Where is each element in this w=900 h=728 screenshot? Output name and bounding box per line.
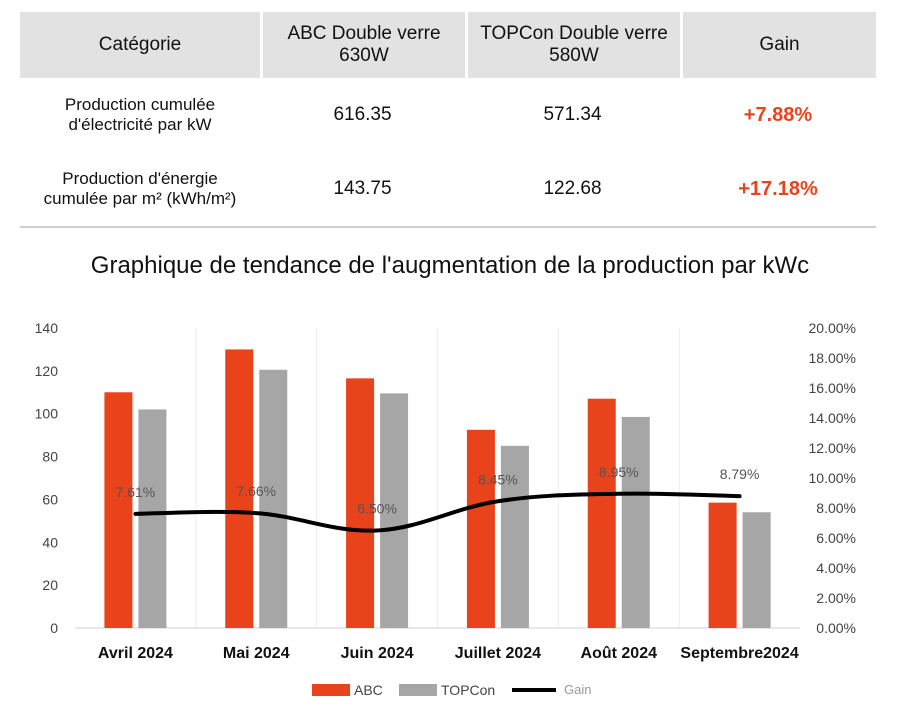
table-header-row: Catégorie ABC Double verre 630W TOPCon D… bbox=[20, 12, 876, 78]
header-topcon: TOPCon Double verre 580W bbox=[465, 12, 680, 78]
header-gain: Gain bbox=[680, 12, 876, 78]
y-right-tick-label: 6.00% bbox=[816, 530, 856, 546]
y-right-tick-label: 12.00% bbox=[809, 440, 856, 456]
x-tick-label: Mai 2024 bbox=[223, 645, 290, 662]
abc-value: 143.75 bbox=[260, 152, 465, 228]
y-left-tick-label: 120 bbox=[35, 363, 59, 379]
header-abc: ABC Double verre 630W bbox=[260, 12, 465, 78]
x-tick-label: Avril 2024 bbox=[98, 645, 173, 662]
bar-abc bbox=[104, 392, 133, 628]
bar-topcon bbox=[500, 445, 529, 628]
y-left-tick-label: 100 bbox=[35, 406, 59, 422]
legend-swatch-abc bbox=[312, 684, 350, 696]
bar-topcon bbox=[742, 512, 771, 628]
row-label-line: cumulée par m² (kWh/m²) bbox=[43, 189, 237, 208]
row-label: Production cumulée d'électricité par kW bbox=[20, 78, 260, 152]
gain-data-label: 8.79% bbox=[720, 466, 760, 482]
bar-abc bbox=[225, 349, 254, 628]
y-right-tick-label: 16.00% bbox=[809, 380, 856, 396]
y-right-tick-label: 18.00% bbox=[809, 350, 856, 366]
bar-abc bbox=[466, 429, 495, 628]
x-tick-label: Juillet 2024 bbox=[455, 645, 541, 662]
bar-topcon bbox=[380, 393, 409, 628]
y-right-tick-label: 14.00% bbox=[809, 410, 856, 426]
row-label-line: d'électricité par kW bbox=[68, 115, 212, 134]
abc-value: 616.35 bbox=[333, 104, 392, 125]
bar-abc bbox=[587, 398, 616, 628]
legend-label-topcon: TOPCon bbox=[441, 682, 495, 698]
legend-label-gain: Gain bbox=[564, 682, 591, 697]
x-tick-label: Juin 2024 bbox=[341, 645, 414, 662]
y-right-tick-label: 8.00% bbox=[816, 500, 856, 516]
topcon-value: 122.68 bbox=[465, 152, 680, 228]
y-left-tick-label: 80 bbox=[42, 449, 58, 465]
y-right-tick-label: 20.00% bbox=[809, 320, 856, 336]
chart-title: Graphique de tendance de l'augmentation … bbox=[90, 252, 810, 279]
row-label-line: Production d'énergie bbox=[62, 169, 218, 188]
row-label-line: Production cumulée bbox=[64, 95, 216, 114]
bar-topcon bbox=[259, 369, 288, 628]
gain-data-label: 7.66% bbox=[236, 483, 276, 499]
y-left-tick-label: 140 bbox=[35, 320, 59, 336]
legend-swatch-topcon bbox=[399, 684, 437, 696]
y-right-tick-label: 0.00% bbox=[816, 620, 856, 636]
gain-data-label: 8.95% bbox=[599, 464, 639, 480]
y-left-tick-label: 60 bbox=[42, 491, 58, 507]
header-category: Catégorie bbox=[20, 12, 260, 78]
legend-label-abc: ABC bbox=[354, 682, 383, 698]
y-right-tick-label: 2.00% bbox=[816, 590, 856, 606]
bar-topcon bbox=[138, 409, 167, 628]
x-tick-label: Août 2024 bbox=[581, 645, 658, 662]
row-label: Production d'énergie cumulée par m² (kWh… bbox=[20, 152, 260, 228]
bar-topcon bbox=[621, 416, 650, 628]
bar-abc bbox=[346, 378, 375, 628]
y-right-tick-label: 10.00% bbox=[809, 470, 856, 486]
y-left-tick-label: 0 bbox=[50, 620, 58, 636]
y-left-tick-label: 40 bbox=[42, 534, 58, 550]
table-row: Production cumulée d'électricité par kW … bbox=[20, 78, 876, 152]
table-row: Production d'énergie cumulée par m² (kWh… bbox=[20, 152, 876, 228]
bar-abc bbox=[708, 502, 737, 628]
x-tick-label: Septembre2024 bbox=[680, 645, 798, 662]
gain-data-label: 7.61% bbox=[116, 484, 156, 500]
gain-value: +17.18% bbox=[680, 152, 876, 228]
gain-line bbox=[133, 491, 742, 533]
gain-value: +7.88% bbox=[743, 103, 813, 126]
gain-data-label: 6.50% bbox=[357, 501, 397, 517]
y-left-tick-label: 20 bbox=[42, 577, 58, 593]
comparison-table: Catégorie ABC Double verre 630W TOPCon D… bbox=[20, 12, 876, 228]
topcon-value: 571.34 bbox=[543, 104, 602, 125]
gain-data-label: 8.45% bbox=[478, 471, 518, 487]
y-right-tick-label: 4.00% bbox=[816, 560, 856, 576]
